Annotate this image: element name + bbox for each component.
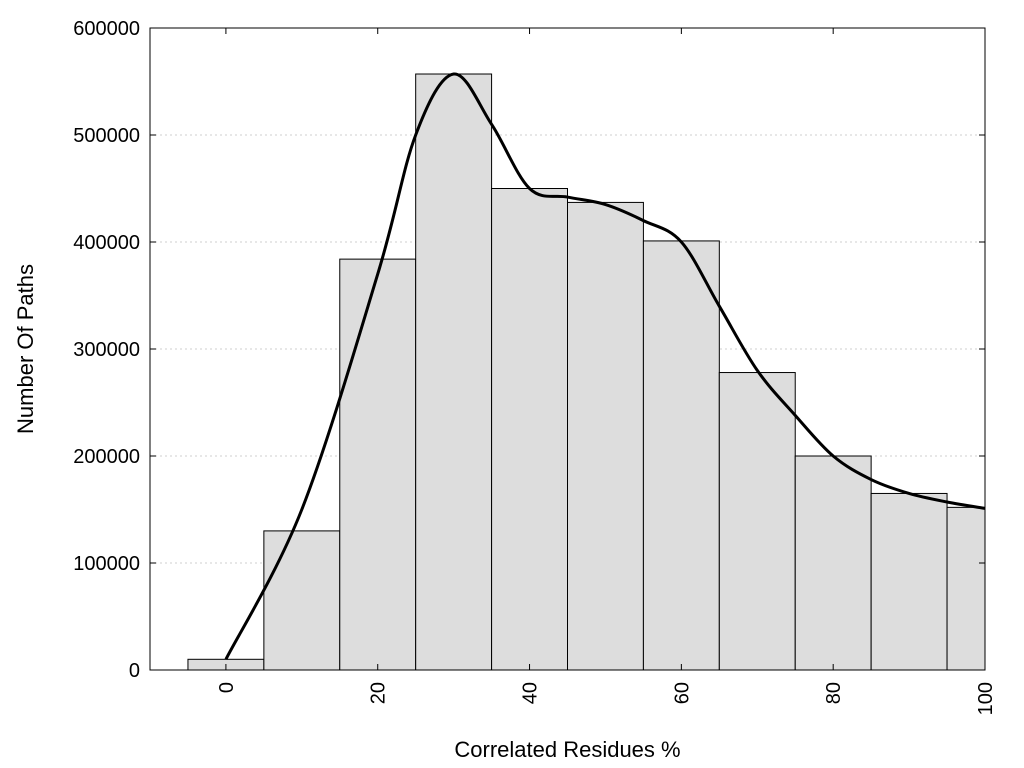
histogram-bar bbox=[491, 188, 568, 671]
histogram-bar bbox=[567, 201, 644, 671]
histogram-bar bbox=[870, 492, 948, 671]
trend-curve bbox=[224, 72, 986, 660]
histogram-bar bbox=[263, 530, 341, 671]
y-tick-label: 400000 bbox=[73, 232, 140, 254]
y-axis-title: Number Of Paths bbox=[13, 264, 38, 434]
histogram-bar bbox=[794, 455, 872, 671]
histogram-bar bbox=[339, 258, 417, 671]
x-axis-ticks: 0 20 40 60 80 100 bbox=[216, 28, 997, 715]
histogram-bars bbox=[187, 73, 986, 671]
y-tick-label: 200000 bbox=[73, 446, 140, 468]
x-tick-label: 100 bbox=[975, 682, 997, 715]
x-tick-label: 0 bbox=[216, 682, 238, 693]
x-tick-label: 20 bbox=[368, 682, 390, 704]
histogram-bar bbox=[946, 506, 986, 671]
x-axis-title: Correlated Residues % bbox=[454, 737, 680, 762]
histogram-bar bbox=[718, 372, 796, 671]
y-tick-label: 500000 bbox=[73, 125, 140, 147]
y-tick-label: 0 bbox=[129, 660, 140, 682]
y-axis-ticks: 0 100000 200000 300000 400000 500000 600000 bbox=[73, 18, 985, 682]
y-tick-label: 300000 bbox=[73, 339, 140, 361]
x-tick-label: 60 bbox=[671, 682, 693, 704]
x-tick-label: 80 bbox=[823, 682, 845, 704]
y-tick-label: 600000 bbox=[73, 18, 140, 40]
x-tick-label: 40 bbox=[520, 682, 542, 704]
y-tick-label: 100000 bbox=[73, 553, 140, 575]
histogram-bar bbox=[642, 240, 720, 671]
histogram-bar bbox=[415, 73, 493, 671]
